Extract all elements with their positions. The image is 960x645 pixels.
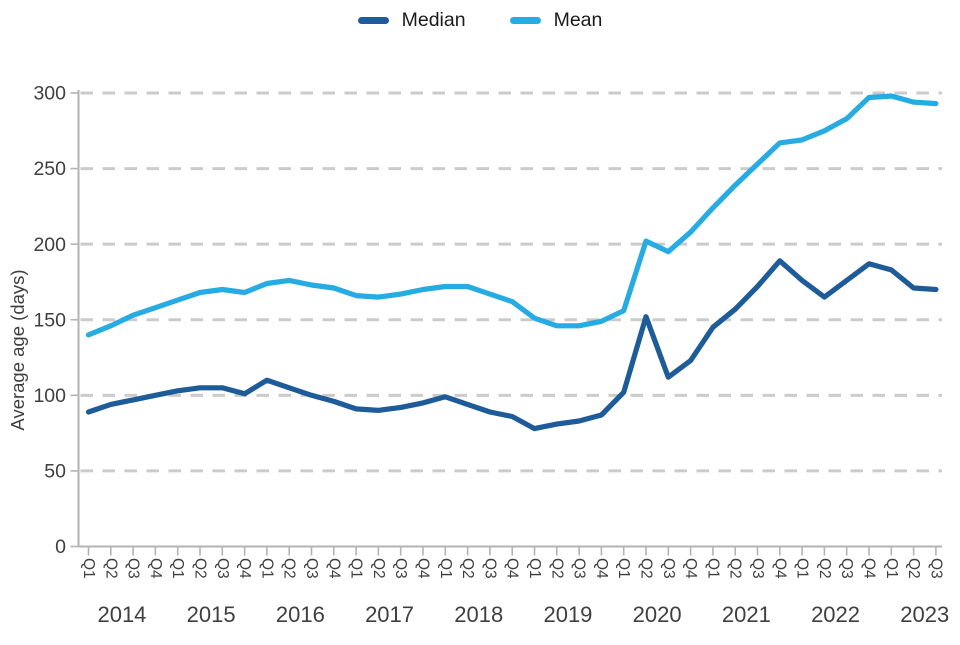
svg-text:Q4: Q4 <box>682 558 699 579</box>
svg-text:100: 100 <box>33 385 66 407</box>
y-axis-title: Average age (days) <box>7 269 28 430</box>
svg-text:Q2: Q2 <box>102 558 119 579</box>
svg-text:Q4: Q4 <box>504 558 521 579</box>
svg-text:Q2: Q2 <box>370 558 387 579</box>
axes <box>70 90 942 556</box>
y-tick-labels: 0 50 100 150 200 250 300 <box>33 83 66 559</box>
svg-text:Q3: Q3 <box>571 558 588 579</box>
svg-text:Q1: Q1 <box>883 558 900 579</box>
svg-text:2022: 2022 <box>811 602 860 627</box>
svg-text:Q1: Q1 <box>615 558 632 579</box>
svg-text:2014: 2014 <box>97 602 146 627</box>
svg-text:250: 250 <box>33 158 66 180</box>
svg-text:Q4: Q4 <box>861 558 878 579</box>
series-line-median <box>85 258 939 432</box>
x-tick-labels: Q1 Q2 Q3 Q4 Q1 Q2 Q3 Q4 Q1 Q2 Q3 Q4 Q1 Q2 Q3 Q4 Q1 Q2 Q3 Q4… <box>80 558 944 579</box>
svg-text:2019: 2019 <box>543 602 592 627</box>
svg-text:Q2: Q2 <box>727 558 744 579</box>
svg-text:Q2: Q2 <box>905 558 922 579</box>
svg-text:Q3: Q3 <box>749 558 766 579</box>
svg-text:Q3: Q3 <box>927 558 944 579</box>
svg-text:2021: 2021 <box>722 602 771 627</box>
svg-text:Q2: Q2 <box>192 558 209 579</box>
series-line-mean <box>85 93 939 338</box>
svg-text:Q3: Q3 <box>481 558 498 579</box>
x-year-labels: 2014 2015 2016 2017 2018 2019 2020 2021 2022 2023 <box>97 602 949 627</box>
legend-item-mean: Mean <box>509 8 603 32</box>
gridlines <box>80 91 942 473</box>
svg-text:Q2: Q2 <box>459 558 476 579</box>
svg-text:2016: 2016 <box>276 602 325 627</box>
svg-text:Q3: Q3 <box>660 558 677 579</box>
median-swatch <box>357 16 389 24</box>
svg-text:Q4: Q4 <box>593 558 610 579</box>
svg-text:2015: 2015 <box>187 602 236 627</box>
svg-text:Q1: Q1 <box>348 558 365 579</box>
svg-text:2018: 2018 <box>454 602 503 627</box>
svg-text:Q1: Q1 <box>794 558 811 579</box>
svg-text:Q1: Q1 <box>169 558 186 579</box>
svg-text:0: 0 <box>55 536 66 558</box>
svg-text:2020: 2020 <box>633 602 682 627</box>
svg-text:Q1: Q1 <box>80 558 97 579</box>
svg-text:Q1: Q1 <box>258 558 275 579</box>
svg-text:Q1: Q1 <box>526 558 543 579</box>
mean-swatch <box>509 16 541 24</box>
svg-text:Q1: Q1 <box>437 558 454 579</box>
svg-text:Q2: Q2 <box>638 558 655 579</box>
svg-text:Q2: Q2 <box>816 558 833 579</box>
svg-text:Q1: Q1 <box>704 558 721 579</box>
svg-text:Q4: Q4 <box>236 558 253 579</box>
svg-text:150: 150 <box>33 309 66 331</box>
svg-text:Q2: Q2 <box>281 558 298 579</box>
svg-text:Q3: Q3 <box>838 558 855 579</box>
svg-text:Q3: Q3 <box>303 558 320 579</box>
svg-text:Q2: Q2 <box>548 558 565 579</box>
svg-text:Q4: Q4 <box>147 558 164 579</box>
svg-text:Q3: Q3 <box>214 558 231 579</box>
svg-text:Q4: Q4 <box>415 558 432 579</box>
legend: Median Mean <box>0 5 960 35</box>
svg-text:2023: 2023 <box>900 602 949 627</box>
svg-text:2017: 2017 <box>365 602 414 627</box>
svg-text:300: 300 <box>33 83 66 105</box>
svg-text:Q3: Q3 <box>125 558 142 579</box>
legend-label-mean: Mean <box>553 8 603 31</box>
svg-text:200: 200 <box>33 234 66 256</box>
legend-item-median: Median <box>357 8 466 32</box>
svg-text:50: 50 <box>44 461 66 483</box>
legend-label-median: Median <box>401 8 466 31</box>
svg-text:Q4: Q4 <box>771 558 788 579</box>
svg-text:Q3: Q3 <box>392 558 409 579</box>
svg-text:Q4: Q4 <box>325 558 342 579</box>
